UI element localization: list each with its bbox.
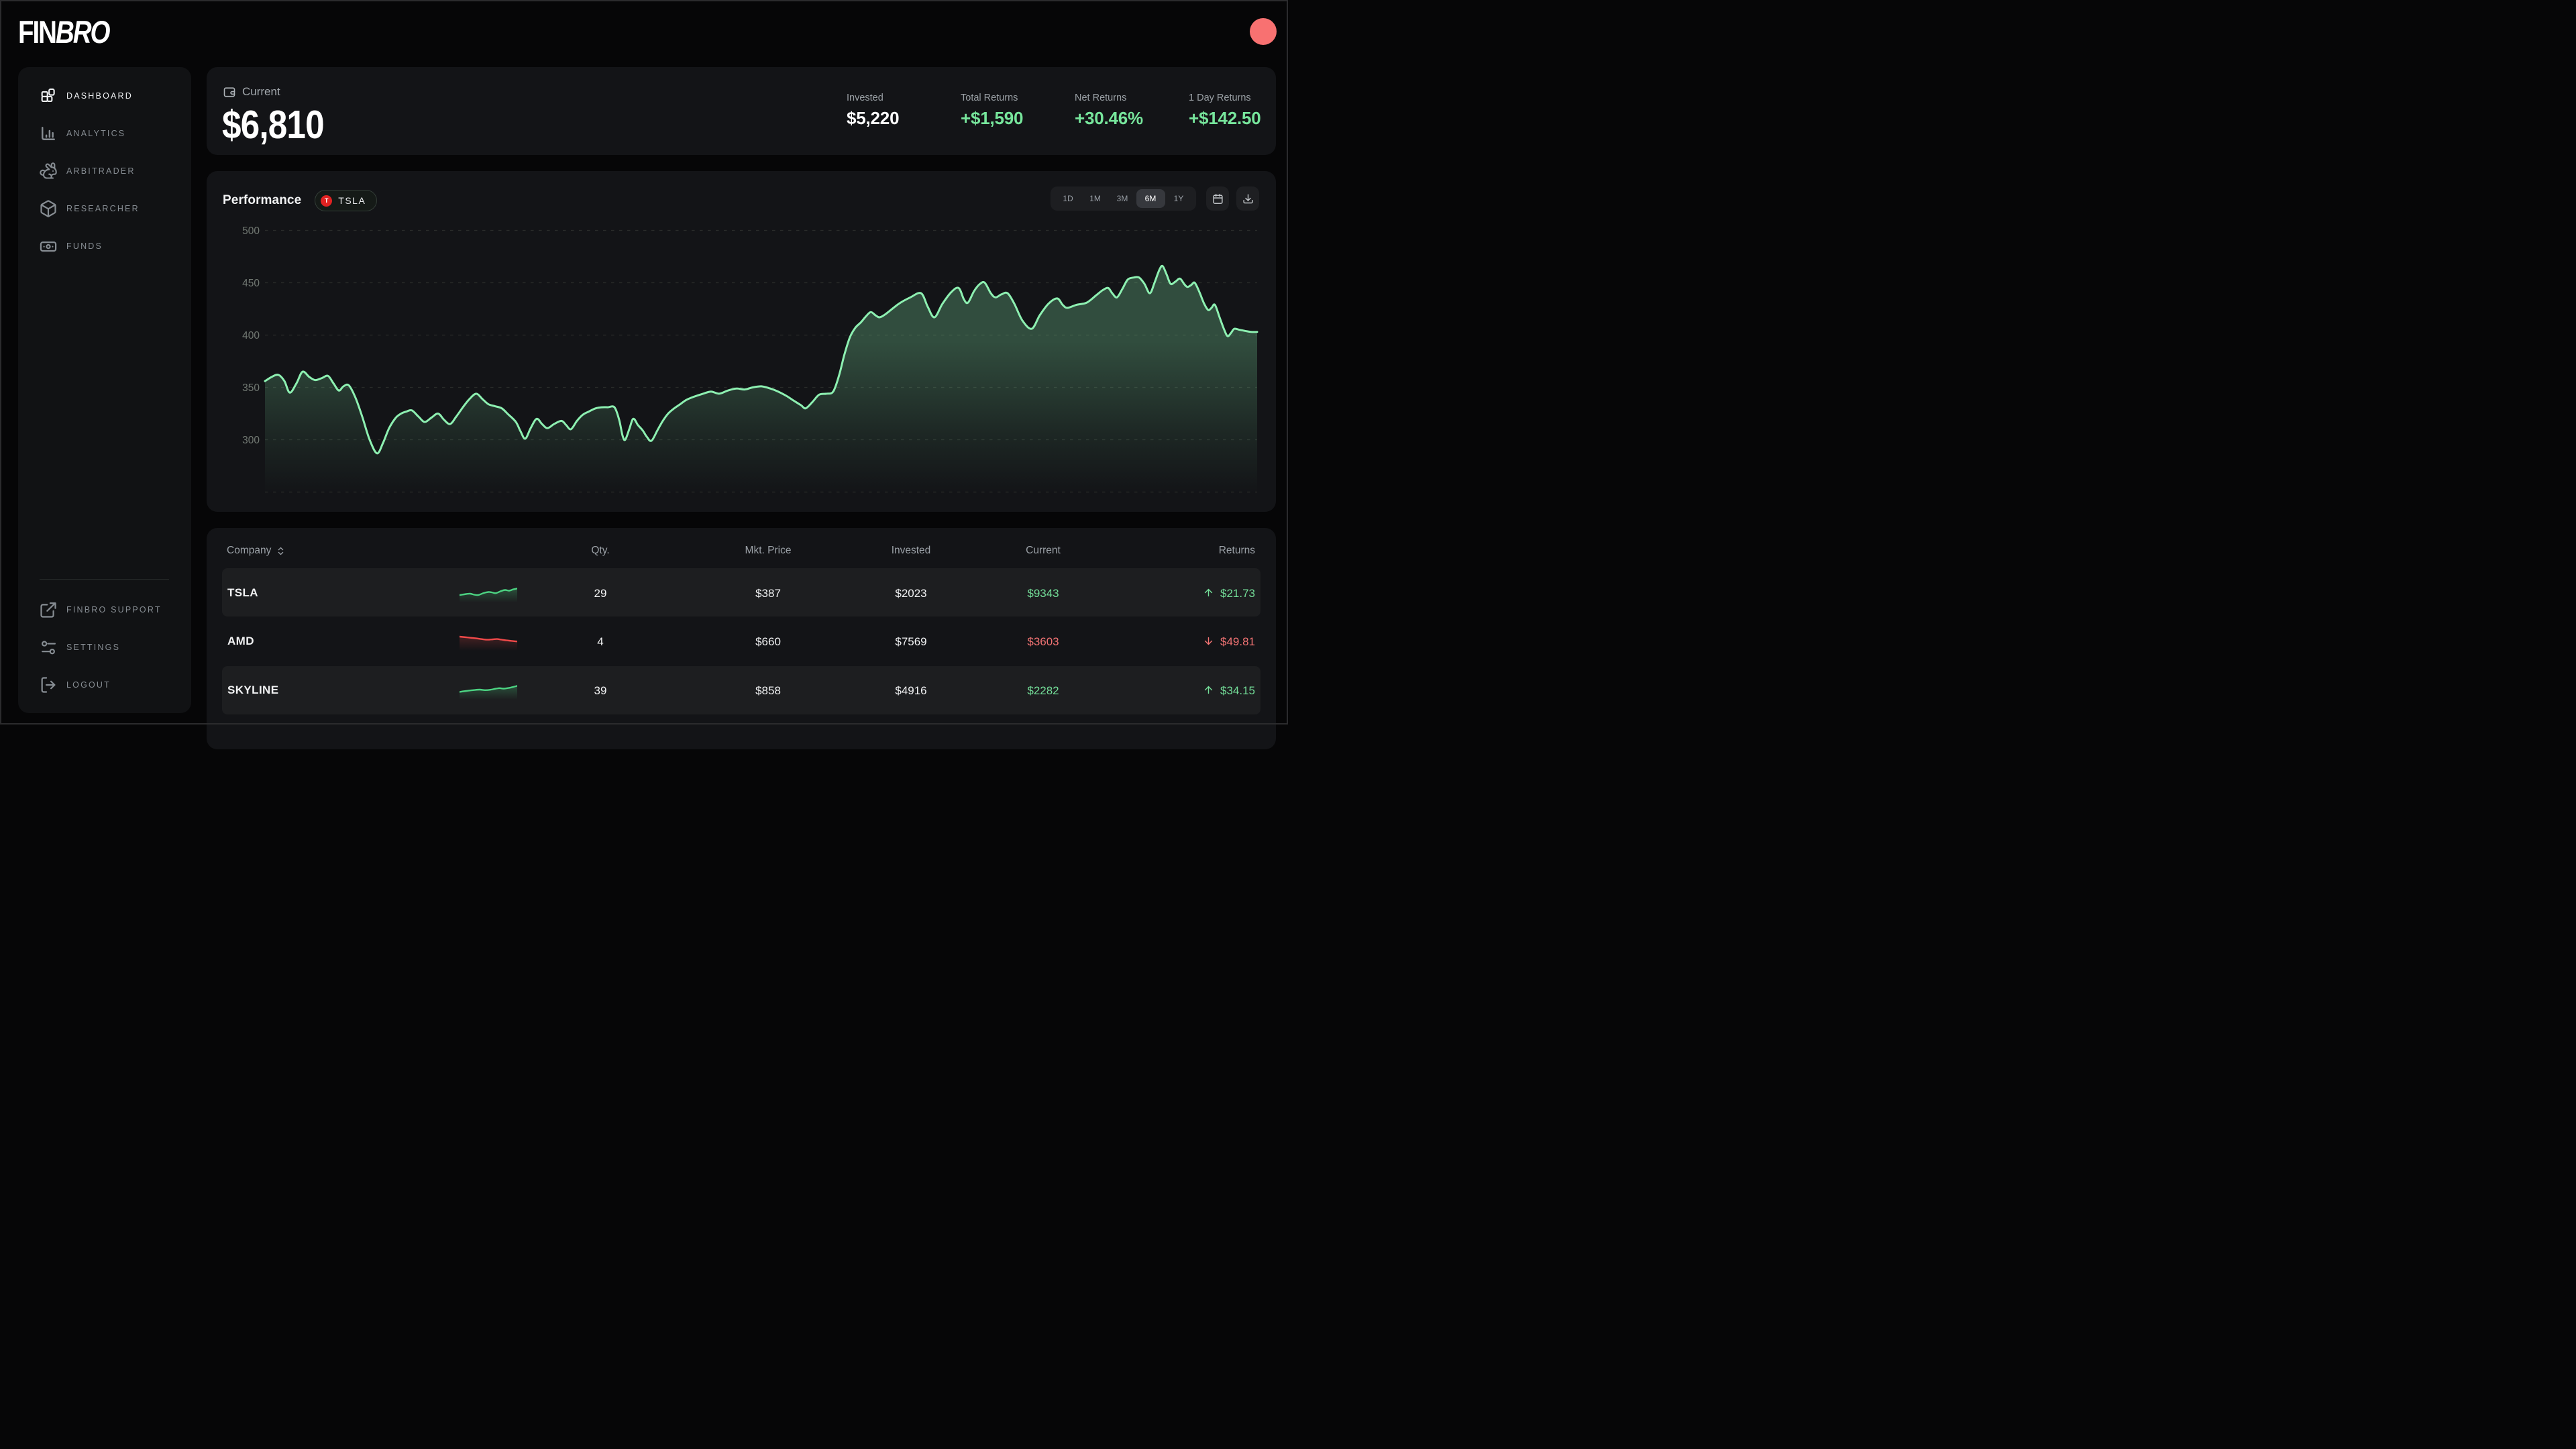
svg-text:300: 300 <box>242 435 260 446</box>
svg-text:450: 450 <box>242 278 260 289</box>
svg-text:500: 500 <box>242 225 260 237</box>
svg-text:400: 400 <box>242 330 260 341</box>
svg-text:350: 350 <box>242 382 260 394</box>
